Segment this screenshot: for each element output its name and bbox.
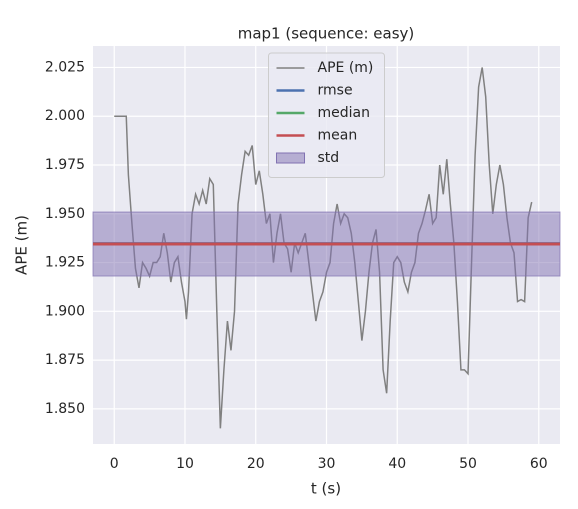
y-tick-label: 1.950 — [45, 206, 85, 222]
x-tick-label: 50 — [459, 456, 477, 472]
x-tick-label: 0 — [110, 456, 119, 472]
y-tick-label: 1.850 — [45, 401, 85, 417]
chart-title: map1 (sequence: easy) — [238, 25, 415, 43]
legend-label: median — [318, 105, 370, 121]
y-tick-label: 2.000 — [45, 108, 85, 124]
legend-label: rmse — [318, 83, 353, 99]
x-tick-label: 40 — [388, 456, 406, 472]
legend-label: mean — [318, 128, 358, 144]
x-tick-label: 30 — [318, 456, 336, 472]
y-axis-label: APE (m) — [13, 215, 31, 275]
y-tick-label: 1.925 — [45, 255, 85, 271]
x-tick-label: 60 — [530, 456, 548, 472]
legend-swatch — [276, 152, 305, 164]
legend-label: std — [318, 150, 340, 166]
legend-label: APE (m) — [318, 60, 374, 76]
x-tick-label: 20 — [247, 456, 265, 472]
y-tick-label: 1.875 — [45, 352, 85, 368]
x-axis-label: t (s) — [311, 480, 341, 498]
line — [114, 67, 533, 429]
y-tick-label: 1.975 — [45, 157, 85, 173]
y-tick-label: 2.025 — [45, 59, 85, 75]
legend-box — [268, 52, 385, 178]
y-tick-label: 1.900 — [45, 303, 85, 319]
x-tick-label: 10 — [176, 456, 194, 472]
